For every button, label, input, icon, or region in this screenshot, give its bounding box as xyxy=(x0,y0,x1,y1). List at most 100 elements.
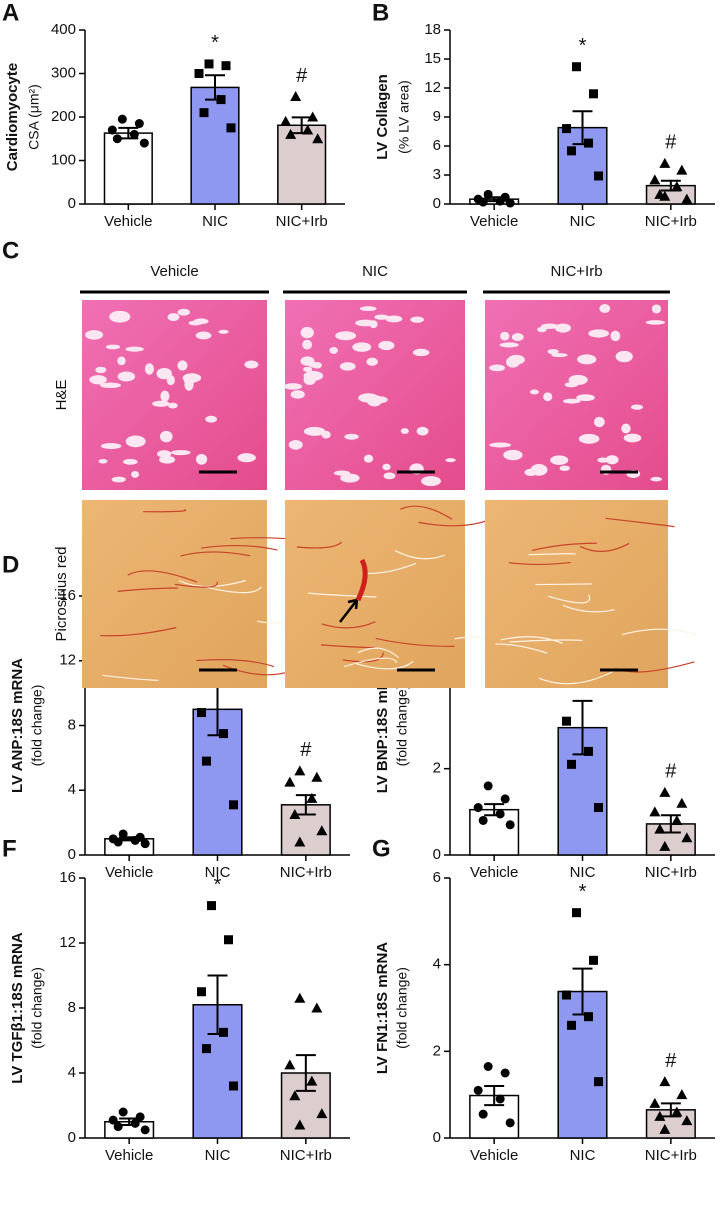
gap xyxy=(117,356,126,366)
panel-label: D xyxy=(2,551,19,578)
y-tick-label: 100 xyxy=(51,151,76,168)
fiber xyxy=(579,542,630,552)
fiber xyxy=(100,627,177,637)
data-point xyxy=(659,190,671,201)
y-axis-label: (fold change) xyxy=(394,685,410,767)
data-point xyxy=(130,835,140,845)
gap xyxy=(283,383,303,390)
y-tick-label: 300 xyxy=(51,64,76,81)
data-point xyxy=(224,935,233,945)
gap xyxy=(530,463,548,476)
gap xyxy=(410,316,424,323)
x-tick-label: Vehicle xyxy=(470,1147,518,1164)
fiber xyxy=(204,586,262,594)
gap xyxy=(562,398,581,404)
significance-mark: # xyxy=(665,132,677,154)
panel-label: A xyxy=(2,0,19,26)
data-point xyxy=(676,797,688,808)
x-tick-label: NIC xyxy=(205,864,231,881)
gap xyxy=(302,339,313,350)
gap xyxy=(99,382,122,389)
gap xyxy=(489,364,506,372)
x-tick-label: NIC+Irb xyxy=(645,1147,697,1164)
gap xyxy=(507,354,525,365)
fiber xyxy=(296,541,343,549)
data-point xyxy=(649,174,661,185)
data-point xyxy=(113,837,123,847)
panel-label: G xyxy=(372,835,391,862)
panel-label: C xyxy=(2,237,19,264)
data-point xyxy=(294,765,306,776)
data-point xyxy=(139,138,149,148)
gap xyxy=(312,361,322,369)
gap xyxy=(499,342,519,348)
y-axis-label: LV BNP:18S mRNA xyxy=(374,658,391,794)
gap xyxy=(359,306,377,312)
y-axis-label: LV TGFβ1:18S mRNA xyxy=(9,932,26,1084)
data-point xyxy=(199,108,209,118)
gap xyxy=(160,390,170,402)
y-tick-label: 9 xyxy=(433,108,441,125)
y-axis-label: CSA (μm²) xyxy=(26,84,42,150)
data-point xyxy=(290,91,302,102)
fiber xyxy=(102,674,159,681)
data-point xyxy=(681,832,693,843)
gap xyxy=(195,331,212,340)
error-bar xyxy=(295,1054,316,1092)
y-tick-label: 12 xyxy=(424,79,441,96)
gap xyxy=(576,394,595,402)
gap xyxy=(288,439,303,450)
y-tick-label: 8 xyxy=(68,716,76,733)
y-tick-label: 0 xyxy=(68,846,76,863)
data-point xyxy=(284,776,296,787)
y-axis-label: Cardiomyocyte xyxy=(4,63,21,171)
fiber xyxy=(532,542,597,551)
data-point xyxy=(649,806,661,817)
y-axis-label: LV FN1:18S mRNA xyxy=(374,942,391,1074)
data-point xyxy=(659,1076,671,1087)
gap xyxy=(610,330,621,342)
gap xyxy=(605,455,619,465)
data-point xyxy=(567,1020,576,1030)
x-tick-label: NIC+Irb xyxy=(645,864,697,881)
data-point xyxy=(289,809,301,820)
x-tick-label: Vehicle xyxy=(470,213,518,230)
data-point xyxy=(312,133,324,144)
data-point xyxy=(473,803,483,813)
data-point xyxy=(649,1097,661,1108)
y-axis-label: (fold change) xyxy=(394,967,410,1049)
x-tick-label: NIC xyxy=(202,213,228,230)
significance-mark: * xyxy=(211,32,219,54)
gap xyxy=(159,430,173,443)
data-point xyxy=(202,756,211,766)
data-point xyxy=(478,1109,488,1119)
micrograph-image xyxy=(485,300,668,490)
gap xyxy=(303,366,313,372)
gap xyxy=(177,360,188,371)
gap xyxy=(559,465,570,471)
fiber xyxy=(562,604,615,613)
data-point xyxy=(584,138,593,148)
gap xyxy=(117,371,136,382)
data-point xyxy=(671,814,683,825)
gap xyxy=(382,463,391,471)
data-point xyxy=(572,62,581,72)
y-tick-label: 12 xyxy=(59,934,76,951)
data-point xyxy=(219,1027,228,1037)
gap xyxy=(358,393,379,403)
gap xyxy=(244,360,259,369)
data-point xyxy=(505,1118,515,1128)
gap xyxy=(335,331,357,341)
gap xyxy=(503,449,523,461)
y-tick-label: 18 xyxy=(424,21,441,38)
data-point xyxy=(118,1107,128,1117)
data-point xyxy=(118,829,128,839)
column-header: NIC xyxy=(362,263,388,280)
gap xyxy=(167,313,180,322)
data-point xyxy=(197,987,206,997)
y-tick-label: 3 xyxy=(433,166,441,183)
significance-mark: # xyxy=(665,1050,677,1072)
gap xyxy=(111,476,126,483)
gap xyxy=(300,326,314,339)
fiber xyxy=(400,505,453,520)
